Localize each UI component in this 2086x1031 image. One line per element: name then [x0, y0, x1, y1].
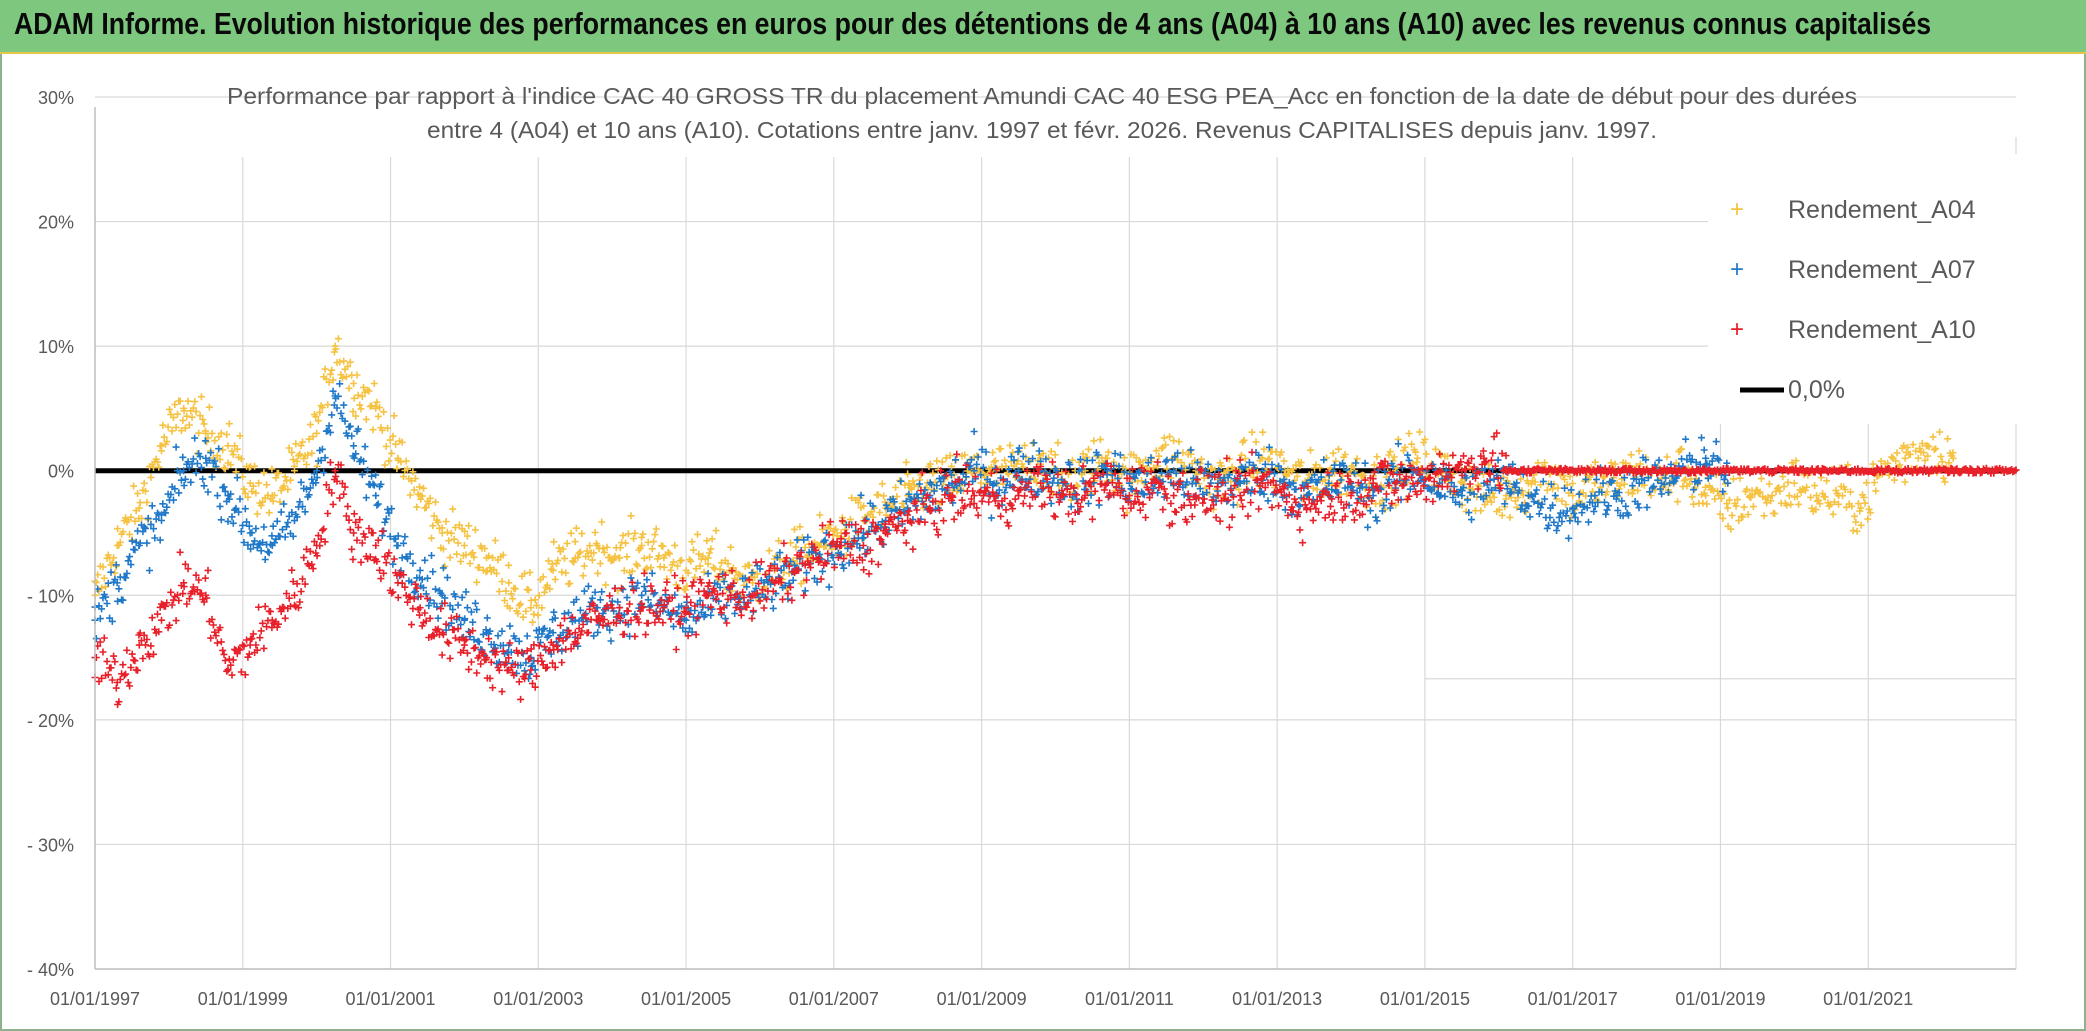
legend-marker-a04: + — [1730, 196, 1744, 223]
x-tick-label: 01/01/2013 — [1232, 989, 1322, 1009]
x-tick-label: 01/01/2003 — [493, 989, 583, 1009]
y-tick-label: 30% — [38, 88, 74, 108]
scatter-chart: 30% 20% 10% 0% - 10% - 20% - 30% - 40% 01/01/199… — [27, 83, 2020, 1009]
banner-title: ADAM Informe. Evolution historique des p… — [14, 6, 1932, 41]
y-tick-label: 0% — [48, 462, 74, 482]
series-a10-flat-markers — [1502, 464, 2020, 477]
chart-title-line-2: entre 4 (A04) et 10 ans (A10). Cotations… — [427, 117, 1657, 143]
legend-label-a07: Rendement_A07 — [1788, 256, 1976, 284]
axes: 30% 20% 10% 0% - 10% - 20% - 30% - 40% 01/01/199… — [27, 88, 2016, 1009]
x-tick-label: 01/01/2011 — [1085, 989, 1174, 1009]
y-tick-label: 20% — [38, 213, 74, 233]
x-tick-label: 01/01/2007 — [789, 989, 879, 1009]
legend-label-a10: Rendement_A10 — [1788, 316, 1976, 344]
x-tick-label: 01/01/2001 — [345, 989, 435, 1009]
legend-item-reference: 0,0% — [1740, 376, 1845, 404]
data-points — [91, 335, 2020, 708]
x-tick-label: 01/01/1999 — [198, 989, 288, 1009]
series-a07-markers — [91, 380, 1732, 682]
y-tick-label: - 30% — [27, 835, 74, 855]
y-tick-label: - 10% — [27, 586, 74, 606]
legend-marker-a10: + — [1730, 316, 1744, 343]
y-tick-label: - 20% — [27, 711, 74, 731]
x-tick-label: 01/01/1997 — [50, 989, 140, 1009]
x-tick-label: 01/01/2021 — [1823, 989, 1913, 1009]
legend-item-a04: + Rendement_A04 — [1730, 196, 1976, 224]
legend-label-a04: Rendement_A04 — [1788, 196, 1976, 224]
x-tick-label: 01/01/2019 — [1675, 989, 1765, 1009]
chart-title-line-1: Performance par rapport à l'indice CAC 4… — [227, 83, 1857, 109]
legend-label-reference: 0,0% — [1788, 376, 1845, 404]
y-tick-label: - 40% — [27, 960, 74, 980]
title-banner: ADAM Informe. Evolution historique des p… — [0, 0, 2086, 54]
legend-item-a07: + Rendement_A07 — [1730, 256, 1976, 284]
x-tick-label: 01/01/2005 — [641, 989, 731, 1009]
series-a10-flat-segment — [1502, 464, 2020, 477]
x-tick-label: 01/01/2009 — [937, 989, 1027, 1009]
y-tick-label: 10% — [38, 337, 74, 357]
series-a07 — [91, 380, 1732, 682]
x-tick-label: 01/01/2017 — [1528, 989, 1618, 1009]
legend-background — [1708, 154, 2018, 424]
x-tick-label: 01/01/2015 — [1380, 989, 1470, 1009]
legend-marker-a07: + — [1730, 256, 1744, 283]
legend-item-a10: + Rendement_A10 — [1730, 316, 1976, 344]
legend: + Rendement_A04 + Rendement_A07 + Rendem… — [1730, 196, 1976, 404]
